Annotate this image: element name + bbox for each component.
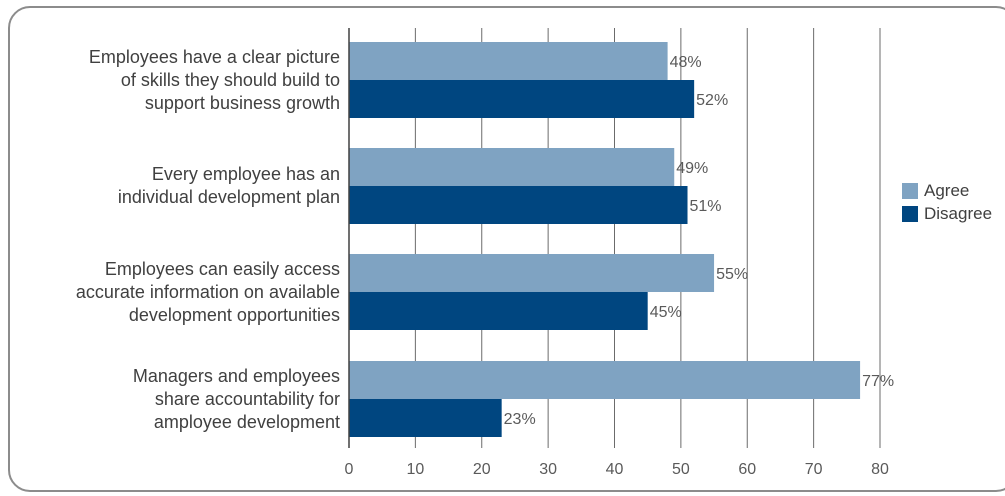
legend: Agree Disagree — [902, 179, 992, 225]
data-label: 49% — [676, 160, 708, 177]
data-label: 77% — [862, 373, 894, 390]
category-label-line: Employees have a clear picture — [88, 46, 340, 67]
x-tick-label: 70 — [805, 461, 823, 478]
data-label: 52% — [696, 92, 728, 109]
category-label-line: individual development plan — [117, 187, 340, 207]
bar-agree — [349, 42, 668, 80]
category-label-line: Employees can easily access — [104, 258, 340, 279]
bar-agree — [349, 148, 675, 186]
x-tick-label: 60 — [738, 461, 756, 478]
category-label-line: accurate information on available — [75, 281, 340, 302]
category-label: Employees have a clear picture of skills … — [5, 46, 340, 115]
bar-disagree — [349, 292, 648, 330]
legend-item-agree: Agree — [902, 179, 992, 202]
category-label: Managers and employees share accountabili… — [5, 365, 340, 434]
x-tick-label: 30 — [539, 461, 557, 478]
x-tick-label: 80 — [871, 461, 889, 478]
x-tick-label: 0 — [345, 461, 354, 478]
category-label: Employees can easily access accurate info… — [5, 258, 340, 327]
x-tick-label: 50 — [672, 461, 690, 478]
category-label-line: Every employee has an — [151, 164, 340, 184]
category-label-line: Managers and employees — [132, 365, 340, 386]
x-tick-label: 20 — [473, 461, 491, 478]
x-tick-label: 10 — [406, 461, 424, 478]
bar-agree — [349, 361, 861, 399]
data-label: 48% — [670, 54, 702, 71]
category-label-line: of skills they should build to — [120, 69, 340, 90]
data-label: 23% — [504, 411, 536, 428]
legend-label-agree: Agree — [924, 180, 970, 200]
data-label: 55% — [716, 266, 748, 283]
legend-swatch-disagree — [902, 205, 918, 222]
legend-swatch-agree — [902, 182, 918, 199]
chart-frame — [8, 6, 1005, 492]
bar-disagree — [349, 80, 695, 118]
category-label: Every employee has an individual developm… — [5, 163, 340, 209]
category-label-line: amployee development — [153, 411, 340, 432]
category-label-line: support business growth — [144, 92, 340, 113]
bar-disagree — [349, 186, 688, 224]
legend-label-disagree: Disagree — [924, 203, 993, 223]
legend-item-disagree: Disagree — [902, 202, 992, 225]
bar-agree — [349, 254, 715, 292]
category-label-line: development opportunities — [128, 304, 340, 325]
bar-disagree — [349, 399, 502, 437]
category-label-line: share accountability for — [154, 388, 340, 409]
x-tick-label: 40 — [606, 461, 624, 478]
data-label: 51% — [690, 198, 722, 215]
data-label: 45% — [650, 304, 682, 321]
